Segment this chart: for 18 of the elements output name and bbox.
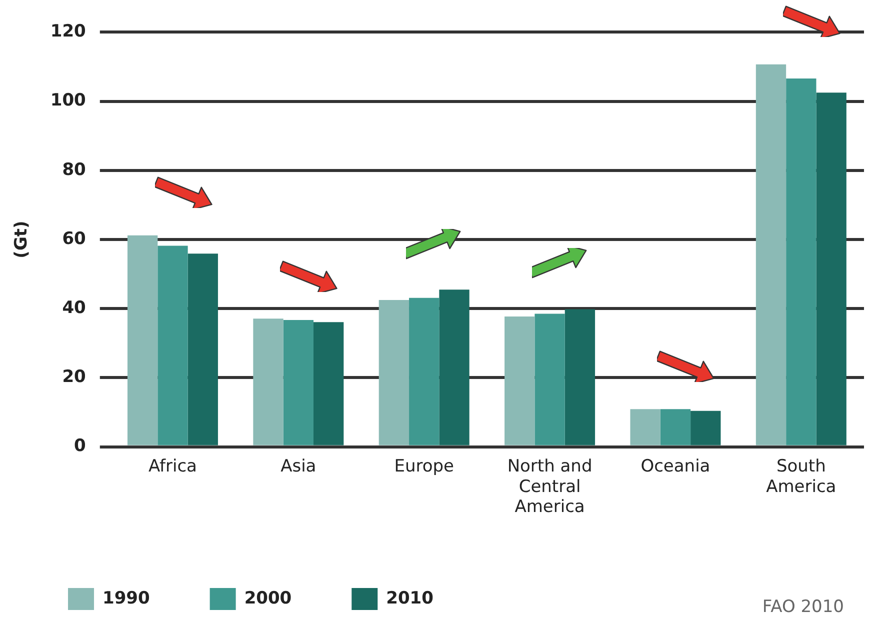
y-tick-label: 0 [74,436,86,456]
legend-label: 2010 [386,588,434,608]
x-tick-label: Asia [280,456,316,476]
y-axis-title: (Gt) [12,220,32,258]
legend-label: 2000 [244,588,292,608]
x-tick-label: South America [766,456,836,497]
x-tick-label: Oceania [640,456,710,476]
y-tick-label: 20 [62,367,86,388]
x-tick-label: North and Central America [507,456,592,518]
text: FAO 2010 [762,596,844,617]
y-tick-label: 40 [62,298,86,318]
x-tick-label: Europe [394,456,454,476]
y-tick-label: 100 [50,90,86,111]
legend-label: 1990 [102,588,150,608]
y-tick-label: 60 [62,228,86,249]
y-tick-label: 80 [62,160,86,180]
y-tick-label: 120 [50,22,86,42]
x-tick-label: Africa [148,456,197,476]
